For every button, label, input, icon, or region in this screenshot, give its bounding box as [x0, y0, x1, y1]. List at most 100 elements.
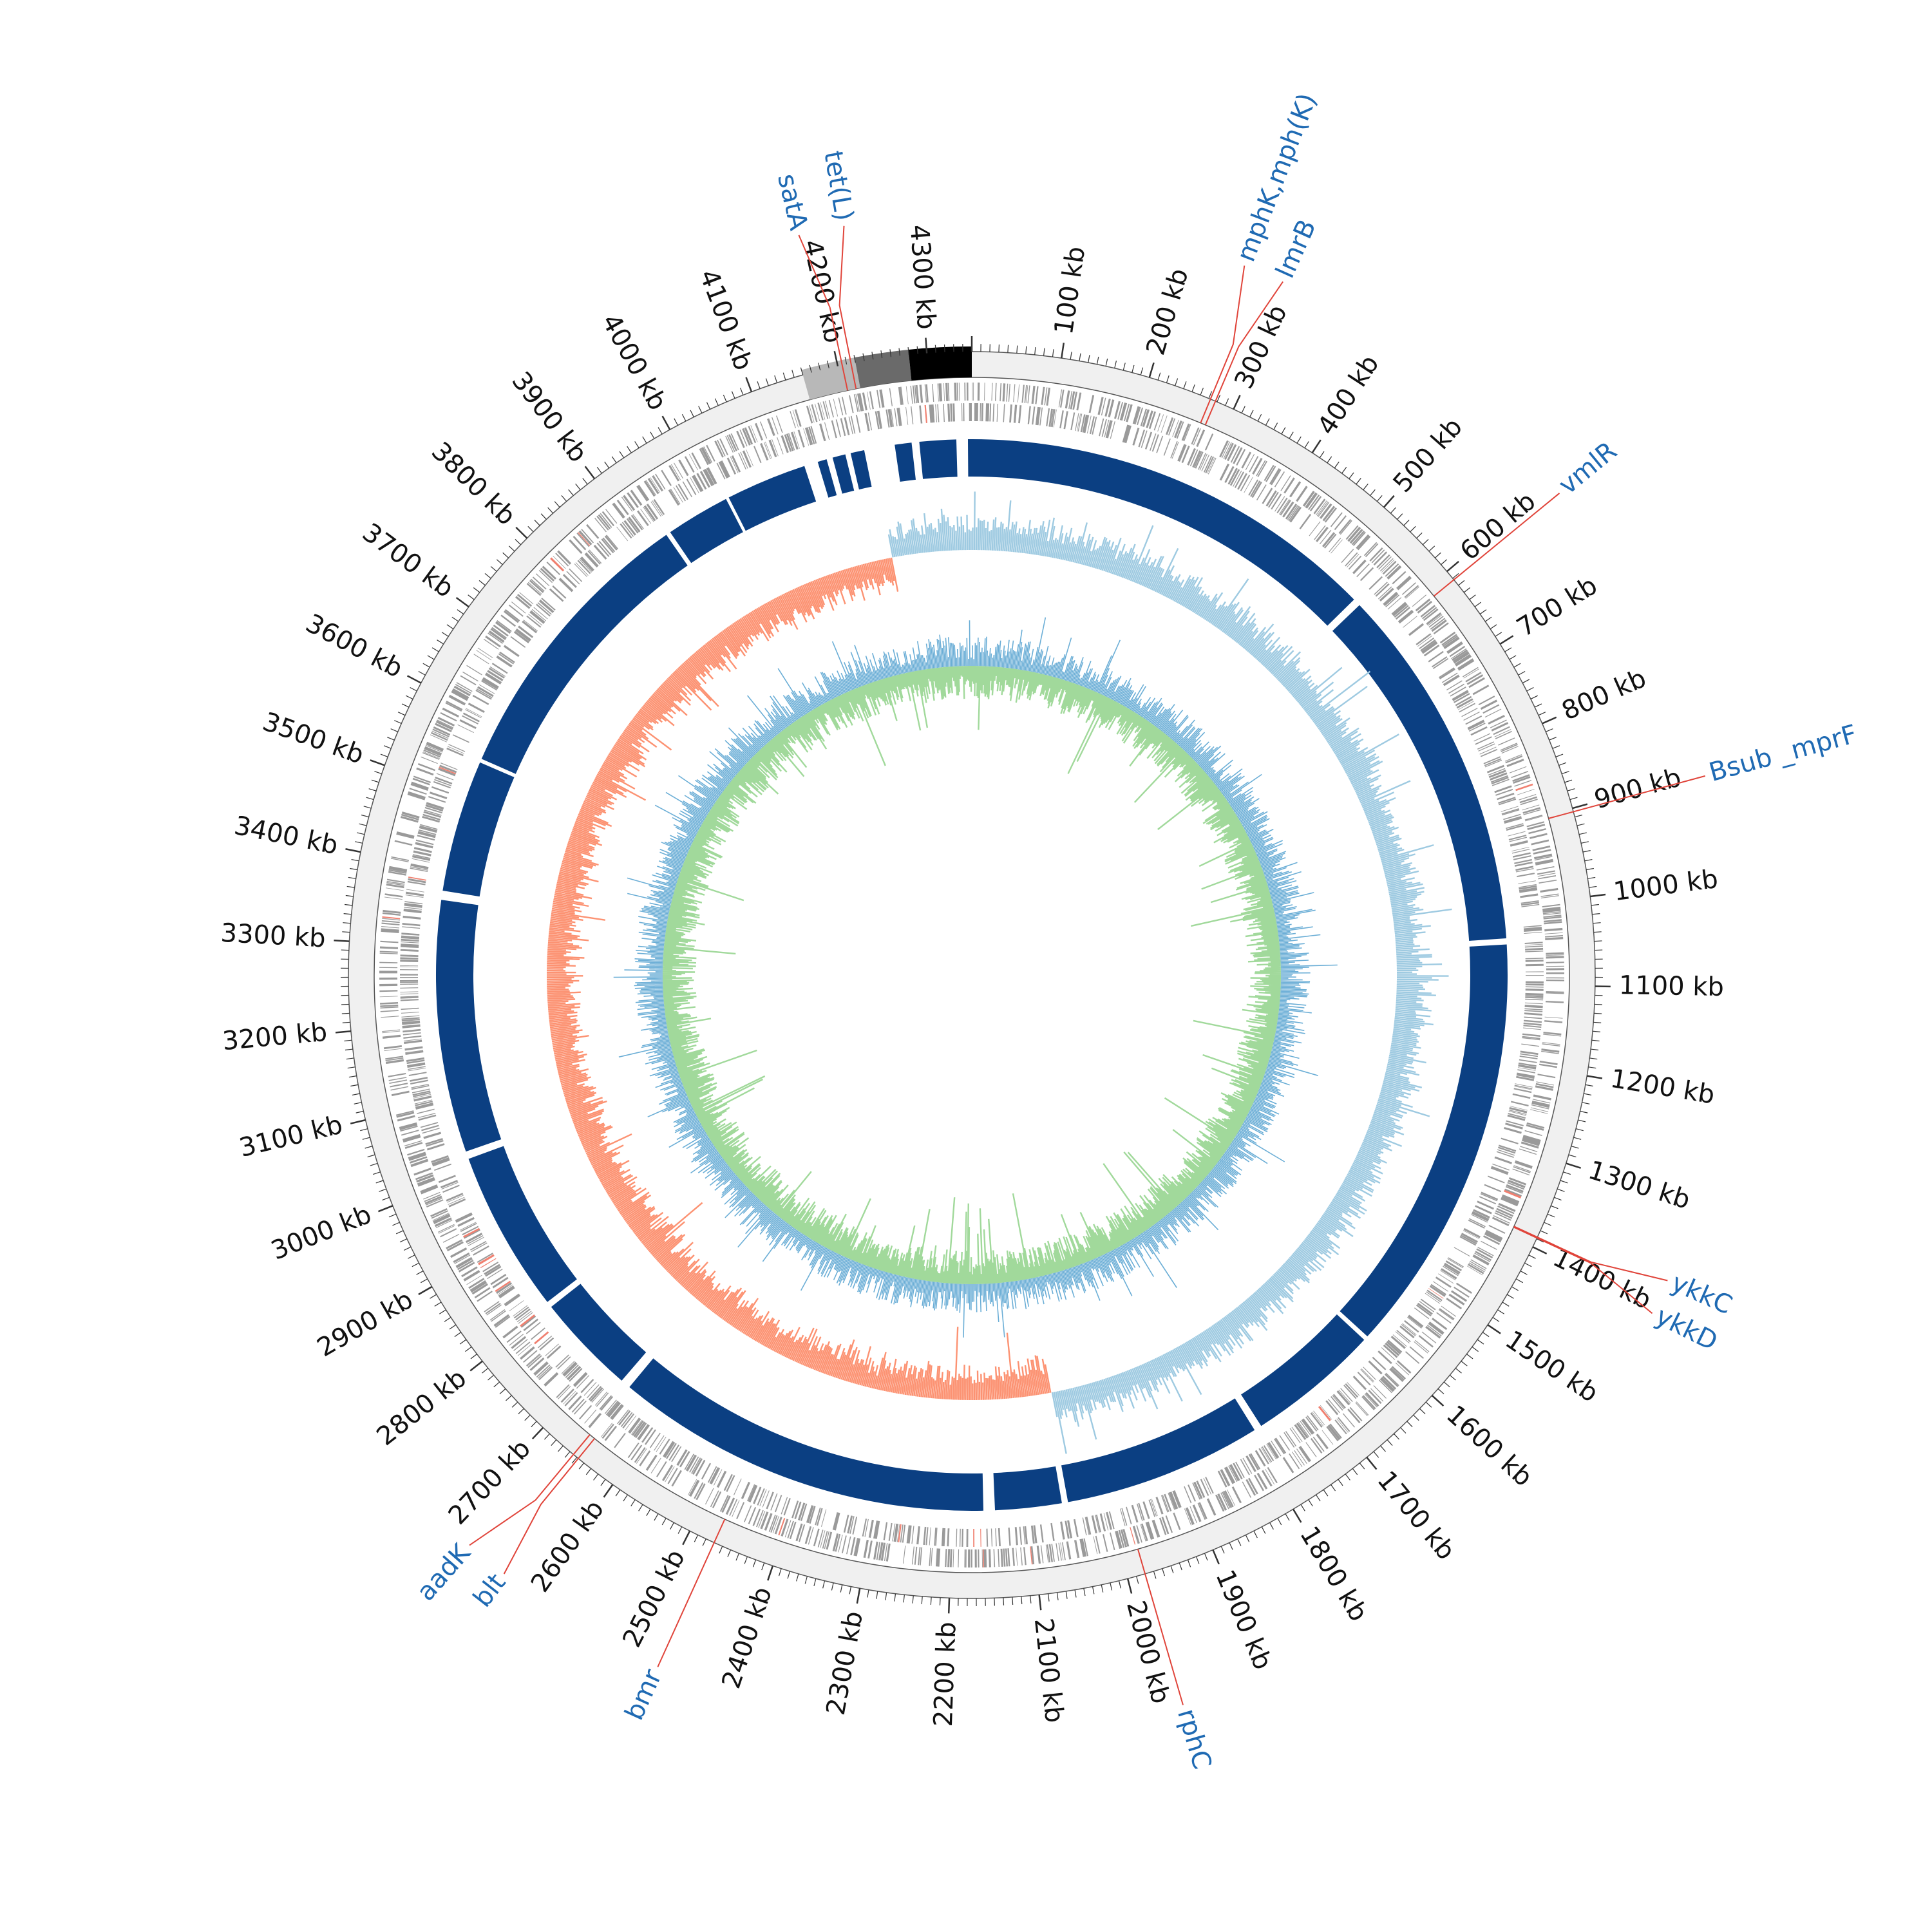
- minor-tick: [1547, 1213, 1555, 1218]
- major-tick: [1366, 1457, 1378, 1470]
- minor-tick: [885, 1592, 887, 1600]
- minor-tick: [363, 806, 372, 809]
- minor-tick: [1183, 381, 1187, 389]
- minor-tick: [661, 1518, 667, 1526]
- minor-tick: [1482, 1332, 1490, 1338]
- scale-tick-label: 1100 kb: [1618, 971, 1724, 1002]
- scale-tick-label: 1800 kb: [1294, 1521, 1373, 1626]
- minor-tick: [508, 545, 515, 552]
- minor-tick: [342, 931, 350, 933]
- major-tick: [1542, 716, 1557, 724]
- gene-annotation-label: vmlR: [1553, 436, 1623, 500]
- minor-tick: [379, 1188, 386, 1192]
- minor-tick: [394, 720, 402, 724]
- minor-tick: [416, 1271, 424, 1275]
- minor-tick: [490, 566, 497, 572]
- scale-tick-label: 4000 kb: [596, 309, 672, 415]
- backbone-segment: [670, 498, 743, 564]
- minor-tick: [1208, 391, 1213, 399]
- minor-tick: [515, 539, 522, 545]
- minor-tick: [1187, 1559, 1191, 1567]
- scale-tick-label: 2100 kb: [1028, 1616, 1069, 1724]
- major-tick: [1383, 495, 1395, 508]
- minor-tick: [1497, 1309, 1505, 1314]
- scale-tick-label: 600 kb: [1455, 486, 1542, 566]
- scale-tick-label: 2300 kb: [821, 1609, 869, 1718]
- minor-tick: [1195, 1556, 1200, 1564]
- minor-tick: [397, 712, 406, 716]
- minor-tick: [1555, 753, 1564, 757]
- minor-tick: [564, 1451, 571, 1458]
- minor-tick: [1557, 1188, 1565, 1192]
- minor-tick: [1170, 1566, 1174, 1573]
- major-tick: [856, 1588, 861, 1604]
- major-tick: [1212, 1549, 1220, 1565]
- minor-tick: [1265, 418, 1270, 426]
- minor-tick: [813, 1578, 817, 1587]
- minor-tick: [782, 372, 786, 381]
- scale-tick-label: 2800 kb: [372, 1363, 473, 1452]
- annotation-leader-line: [657, 1519, 726, 1667]
- minor-tick: [1580, 841, 1589, 844]
- minor-tick: [1518, 670, 1526, 676]
- annotation-leader-line: [1200, 265, 1245, 424]
- minor-tick: [1522, 679, 1530, 684]
- backbone-segment: [442, 762, 515, 897]
- minor-tick: [804, 1576, 808, 1584]
- minor-tick: [430, 1294, 437, 1299]
- minor-tick: [1308, 1499, 1313, 1507]
- minor-tick: [412, 1262, 419, 1267]
- minor-tick: [1273, 422, 1278, 430]
- minor-tick: [1390, 507, 1396, 514]
- minor-tick: [352, 1093, 360, 1096]
- major-tick: [1311, 439, 1321, 453]
- minor-tick: [1461, 1361, 1468, 1367]
- minor-tick: [1540, 1230, 1548, 1235]
- minor-tick: [1552, 745, 1560, 749]
- minor-tick: [1021, 1596, 1023, 1604]
- major-tick: [1446, 560, 1459, 573]
- major-tick: [345, 848, 361, 853]
- scale-tick-label: 3400 kb: [232, 811, 341, 860]
- major-tick: [370, 759, 385, 766]
- minor-tick: [1513, 663, 1521, 668]
- major-tick: [418, 1285, 433, 1296]
- minor-tick: [511, 1401, 518, 1408]
- minor-tick: [388, 1213, 397, 1218]
- minor-tick: [1403, 519, 1410, 526]
- minor-tick: [876, 1591, 878, 1599]
- minor-tick: [739, 388, 744, 395]
- minor-tick: [1316, 1494, 1321, 1502]
- minor-tick: [1593, 1021, 1602, 1023]
- minor-tick: [1520, 1271, 1528, 1275]
- minor-tick: [1530, 695, 1539, 700]
- minor-tick: [1030, 1595, 1032, 1604]
- scale-tick-label: 3300 kb: [220, 918, 326, 954]
- backbone-segment: [629, 1358, 984, 1511]
- minor-tick: [690, 410, 694, 417]
- scale-tick-label: 800 kb: [1557, 663, 1650, 726]
- major-tick: [335, 1030, 352, 1034]
- minor-tick: [390, 728, 398, 732]
- minor-tick: [1495, 632, 1502, 637]
- minor-tick: [1225, 398, 1229, 406]
- minor-tick: [1191, 384, 1195, 392]
- minor-tick: [596, 466, 602, 474]
- major-tick: [745, 377, 753, 392]
- minor-tick: [441, 632, 449, 637]
- minor-tick: [1594, 1012, 1602, 1014]
- minor-tick: [554, 501, 560, 508]
- minor-tick: [408, 1255, 415, 1259]
- minor-tick: [468, 594, 475, 600]
- minor-tick: [1376, 495, 1383, 502]
- minor-tick: [1575, 1128, 1584, 1132]
- minor-tick: [1296, 436, 1302, 444]
- minor-tick: [1546, 728, 1553, 732]
- minor-tick: [1331, 1484, 1336, 1492]
- minor-tick: [844, 356, 848, 365]
- minor-tick: [1425, 1401, 1432, 1408]
- minor-tick: [706, 402, 711, 410]
- minor-tick: [761, 1562, 765, 1571]
- minor-tick: [1544, 1222, 1551, 1226]
- minor-tick: [1554, 1197, 1562, 1201]
